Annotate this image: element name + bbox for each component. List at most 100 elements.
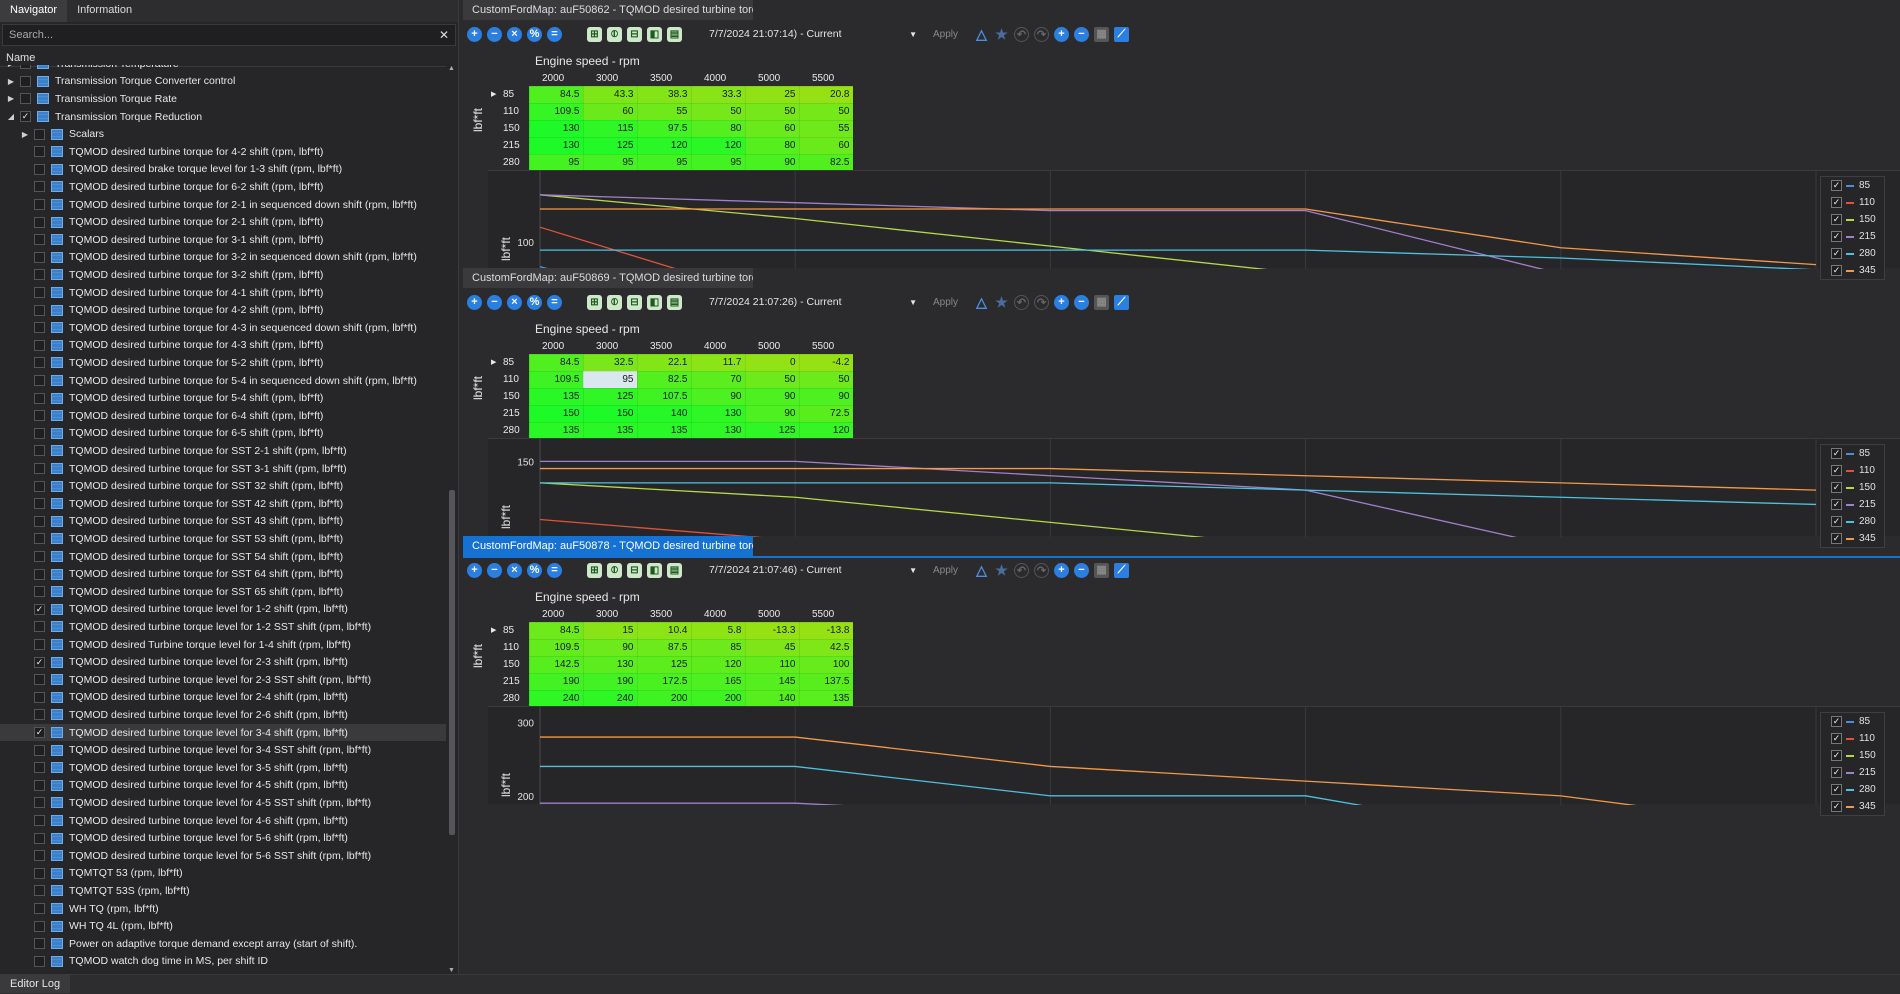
tree-item-checkbox[interactable] [34,287,45,299]
subtract-icon[interactable]: − [487,562,502,578]
map-cell[interactable]: 70 [690,370,746,389]
tree-item[interactable]: TQMOD desired turbine torque for 3-1 shi… [0,231,446,249]
row-header[interactable]: ▶ 85 [489,622,529,639]
apply-button[interactable]: Apply [933,28,959,40]
map-cell[interactable]: 130 [528,119,584,138]
tree-item-checkbox[interactable] [34,392,45,404]
row-header[interactable]: 110 [489,103,529,120]
map-cell[interactable]: 120 [690,655,746,674]
fill-icon[interactable]: ⊞ [587,294,602,310]
tree-item[interactable]: TQMOD desired turbine torque level for 2… [0,706,446,724]
tree-item-checkbox[interactable] [34,181,45,193]
map-cell[interactable]: 140 [636,404,692,423]
undo-icon[interactable]: ↶ [1014,562,1030,578]
column-header[interactable]: 5000 [758,609,781,621]
map-cell[interactable]: 165 [690,672,746,691]
map-cell[interactable]: 50 [798,370,854,389]
column-header[interactable]: 3500 [650,73,673,85]
tree-item-checkbox[interactable] [20,75,31,87]
row-header[interactable]: 110 [489,639,529,656]
map-cell[interactable]: 142.5 [528,655,584,674]
tree-item-checkbox[interactable] [34,903,45,915]
interpolate-h-icon[interactable]: ⦶ [607,26,622,42]
tree-item-checkbox[interactable] [34,815,45,827]
row-header[interactable]: ▶ 85 [489,86,529,103]
tree-item[interactable]: TQMOD desired turbine torque level for 3… [0,741,446,759]
scroll-up-icon[interactable]: ▲ [448,65,455,72]
map-cell[interactable]: 32.5 [582,353,638,372]
legend-item[interactable]: ✓ 110 [1821,730,1884,747]
tree-item[interactable]: TQMOD desired turbine torque for SST 42 … [0,495,446,513]
map-cell[interactable]: 45 [744,638,800,657]
map-cell[interactable]: 43.3 [582,85,638,104]
tree-item[interactable]: TQMOD desired turbine torque for 5-4 in … [0,372,446,390]
tree-item-checkbox[interactable] [34,832,45,844]
map-cell[interactable]: 125 [582,387,638,406]
map-cell[interactable]: 0 [744,353,800,372]
tree-item[interactable]: TQMOD desired turbine torque for 3-2 shi… [0,266,446,284]
tree-item[interactable]: TQMOD desired turbine torque for 6-2 shi… [0,178,446,196]
map-cell[interactable]: -13.8 [798,621,854,640]
dropdown-arrow-icon[interactable]: ▼ [909,297,917,307]
map-cell[interactable]: 72.5 [798,404,854,423]
tree-item-checkbox[interactable] [34,234,45,246]
tree-item-checkbox[interactable] [34,920,45,932]
percent-icon[interactable]: % [527,562,542,578]
legend-checkbox[interactable]: ✓ [1831,716,1842,727]
map-cell[interactable]: 130 [690,421,746,440]
map-cell[interactable]: 140 [744,689,800,708]
map-cell[interactable]: 130 [582,655,638,674]
percent-icon[interactable]: % [527,294,542,310]
tree-item-checkbox[interactable] [34,199,45,211]
legend-checkbox[interactable]: ✓ [1831,265,1842,276]
compare-icon[interactable]: △ [976,561,987,578]
chevron-right-icon[interactable]: ▶ [6,65,16,68]
legend-checkbox[interactable]: ✓ [1831,248,1842,259]
tree-item-checkbox[interactable] [34,955,45,967]
map-cell[interactable]: -4.2 [798,353,854,372]
map-cell[interactable]: 109.5 [528,638,584,657]
map-cell[interactable]: 25 [744,85,800,104]
tab-navigator[interactable]: Navigator [0,0,68,22]
legend-checkbox[interactable]: ✓ [1831,448,1842,459]
tree-item[interactable]: ▶ Transmission Torque Converter control [0,73,446,91]
tree-item[interactable]: TQMOD desired turbine torque for SST 32 … [0,477,446,495]
equals-icon[interactable]: = [547,26,562,42]
tree-item-checkbox[interactable] [34,762,45,774]
chevron-right-icon[interactable]: ▶ [7,94,15,104]
legend-checkbox[interactable]: ✓ [1831,533,1842,544]
map-cell[interactable]: 95 [582,370,638,389]
map-cell[interactable]: 82.5 [636,370,692,389]
tree-item-checkbox[interactable] [34,251,45,263]
row-header[interactable]: 215 [489,137,529,154]
legend-checkbox[interactable]: ✓ [1831,197,1842,208]
map-cell[interactable]: 5.8 [690,621,746,640]
tree-item[interactable]: TQMOD desired turbine torque for 2-1 shi… [0,213,446,231]
map-cell[interactable]: 95 [690,153,746,172]
table-view-icon[interactable]: ▦ [1094,562,1110,578]
tree-item-checkbox[interactable] [34,586,45,598]
document-tab[interactable]: CustomFordMap: auF50878 - TQMOD desired … [463,536,753,556]
tree-item-checkbox[interactable] [34,850,45,862]
column-header[interactable]: 2000 [542,609,565,621]
multiply-icon[interactable]: × [507,562,522,578]
compare-icon[interactable]: △ [976,293,987,310]
undo-icon[interactable]: ↶ [1014,26,1030,42]
multiply-icon[interactable]: × [507,294,522,310]
tree-item-checkbox[interactable] [34,867,45,879]
map-cell[interactable]: 130 [528,136,584,155]
map-cell[interactable]: 33.3 [690,85,746,104]
document-tab[interactable]: CustomFordMap: auF50862 - TQMOD desired … [463,0,753,20]
tree-item[interactable]: TQMOD desired turbine torque level for 2… [0,671,446,689]
map-cell[interactable]: 22.1 [636,353,692,372]
tree-item[interactable]: TQMOD desired brake torque level for 1-3… [0,161,446,179]
legend-checkbox[interactable]: ✓ [1831,733,1842,744]
tree-item[interactable]: TQMOD desired turbine torque level for 2… [0,689,446,707]
row-header[interactable]: 280 [489,154,529,171]
tree-item-checkbox[interactable] [34,639,45,651]
column-header[interactable]: 3500 [650,609,673,621]
clear-search-icon[interactable]: ✕ [438,28,449,42]
legend-item[interactable]: ✓ 110 [1821,194,1884,211]
legend-item[interactable]: ✓ 85 [1821,445,1884,462]
tree-item-checkbox[interactable] [34,568,45,580]
